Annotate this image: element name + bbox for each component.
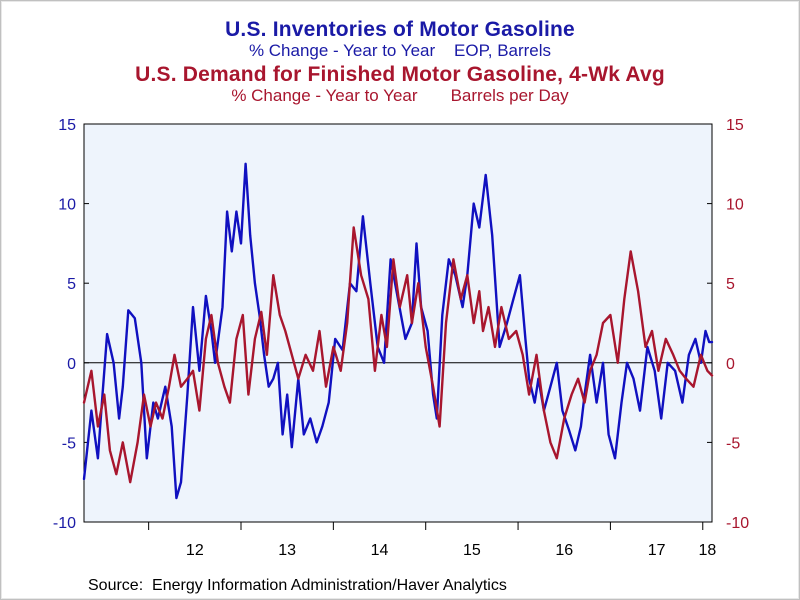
y-right-tick-label: 0 xyxy=(726,356,735,373)
plot-area xyxy=(83,123,713,523)
y-right-tick-label: 15 xyxy=(726,117,744,134)
y-right-tick-label: 5 xyxy=(726,276,735,293)
x-tick-label: 16 xyxy=(555,542,573,559)
y-right-tick-label: 10 xyxy=(726,197,744,214)
x-tick-label: 17 xyxy=(648,542,666,559)
y-right-tick-label: -10 xyxy=(726,515,749,532)
demand-series-line xyxy=(82,226,714,484)
chart-title-inventories: U.S. Inventories of Motor Gasoline xyxy=(225,18,575,41)
source-note: Source: Energy Information Administratio… xyxy=(88,577,507,594)
y-left-tick-label: -5 xyxy=(62,435,76,452)
y-right-tick-label: -5 xyxy=(726,435,740,452)
y-left-tick-label: 15 xyxy=(58,117,76,134)
x-tick-label: 14 xyxy=(371,542,389,559)
x-tick-label: 15 xyxy=(463,542,481,559)
chart-title-demand: U.S. Demand for Finished Motor Gasoline,… xyxy=(135,63,665,86)
y-left-tick-label: 5 xyxy=(67,276,76,293)
x-tick-label: 12 xyxy=(186,542,204,559)
y-left-tick-label: 10 xyxy=(58,197,76,214)
inventories-series-line xyxy=(82,162,714,500)
chart-subtitle-inventories: % Change - Year to Year EOP, Barrels xyxy=(248,41,552,60)
chart-subtitle-demand: % Change - Year to Year Barrels per Day xyxy=(231,86,569,105)
x-tick-label: 18 xyxy=(698,542,716,559)
y-left-tick-label: 0 xyxy=(67,356,76,373)
y-left-tick-label: -10 xyxy=(53,515,76,532)
x-tick-label: 13 xyxy=(278,542,296,559)
